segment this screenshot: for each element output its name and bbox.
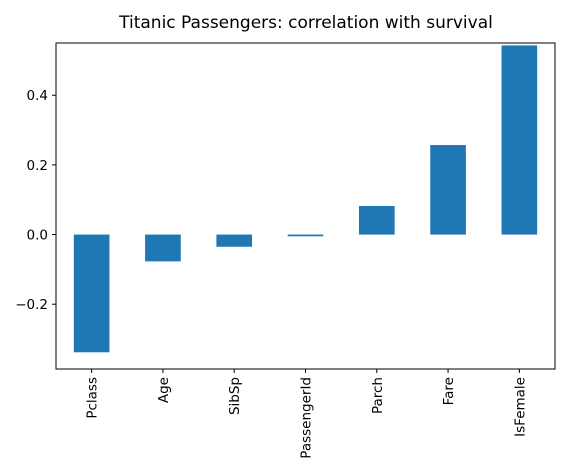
bar-parch bbox=[358, 206, 395, 235]
chart-title: Titanic Passengers: correlation with sur… bbox=[118, 13, 493, 33]
bar-passengerid bbox=[287, 234, 324, 237]
y-tick-label: 0.0 bbox=[27, 228, 48, 244]
x-tick-label-isfemale: IsFemale bbox=[512, 377, 528, 437]
y-axis: −0.2 0.0 0.2 0.4 bbox=[15, 88, 56, 313]
x-tick-label-pclass: Pclass bbox=[85, 377, 101, 419]
x-axis: Pclass Age SibSp PassengerId Parch Fare IsFema… bbox=[85, 369, 528, 459]
bar-sibsp bbox=[216, 234, 253, 247]
x-tick-label-sibsp: SibSp bbox=[227, 377, 243, 415]
bar-pclass bbox=[73, 234, 110, 353]
x-tick-label-age: Age bbox=[156, 377, 172, 403]
bars-layer bbox=[73, 45, 538, 353]
plot-frame bbox=[55, 42, 556, 370]
x-tick-label-fare: Fare bbox=[441, 377, 457, 405]
bar-fare bbox=[430, 145, 466, 235]
y-tick-label: −0.2 bbox=[15, 297, 48, 313]
bar-isfemale bbox=[501, 45, 538, 235]
x-tick-label-parch: Parch bbox=[370, 377, 386, 414]
x-tick-label-passengerid: PassengerId bbox=[299, 377, 315, 459]
y-tick-label: 0.4 bbox=[27, 88, 48, 104]
y-tick-label: 0.2 bbox=[27, 158, 48, 174]
bar-age bbox=[145, 234, 181, 262]
